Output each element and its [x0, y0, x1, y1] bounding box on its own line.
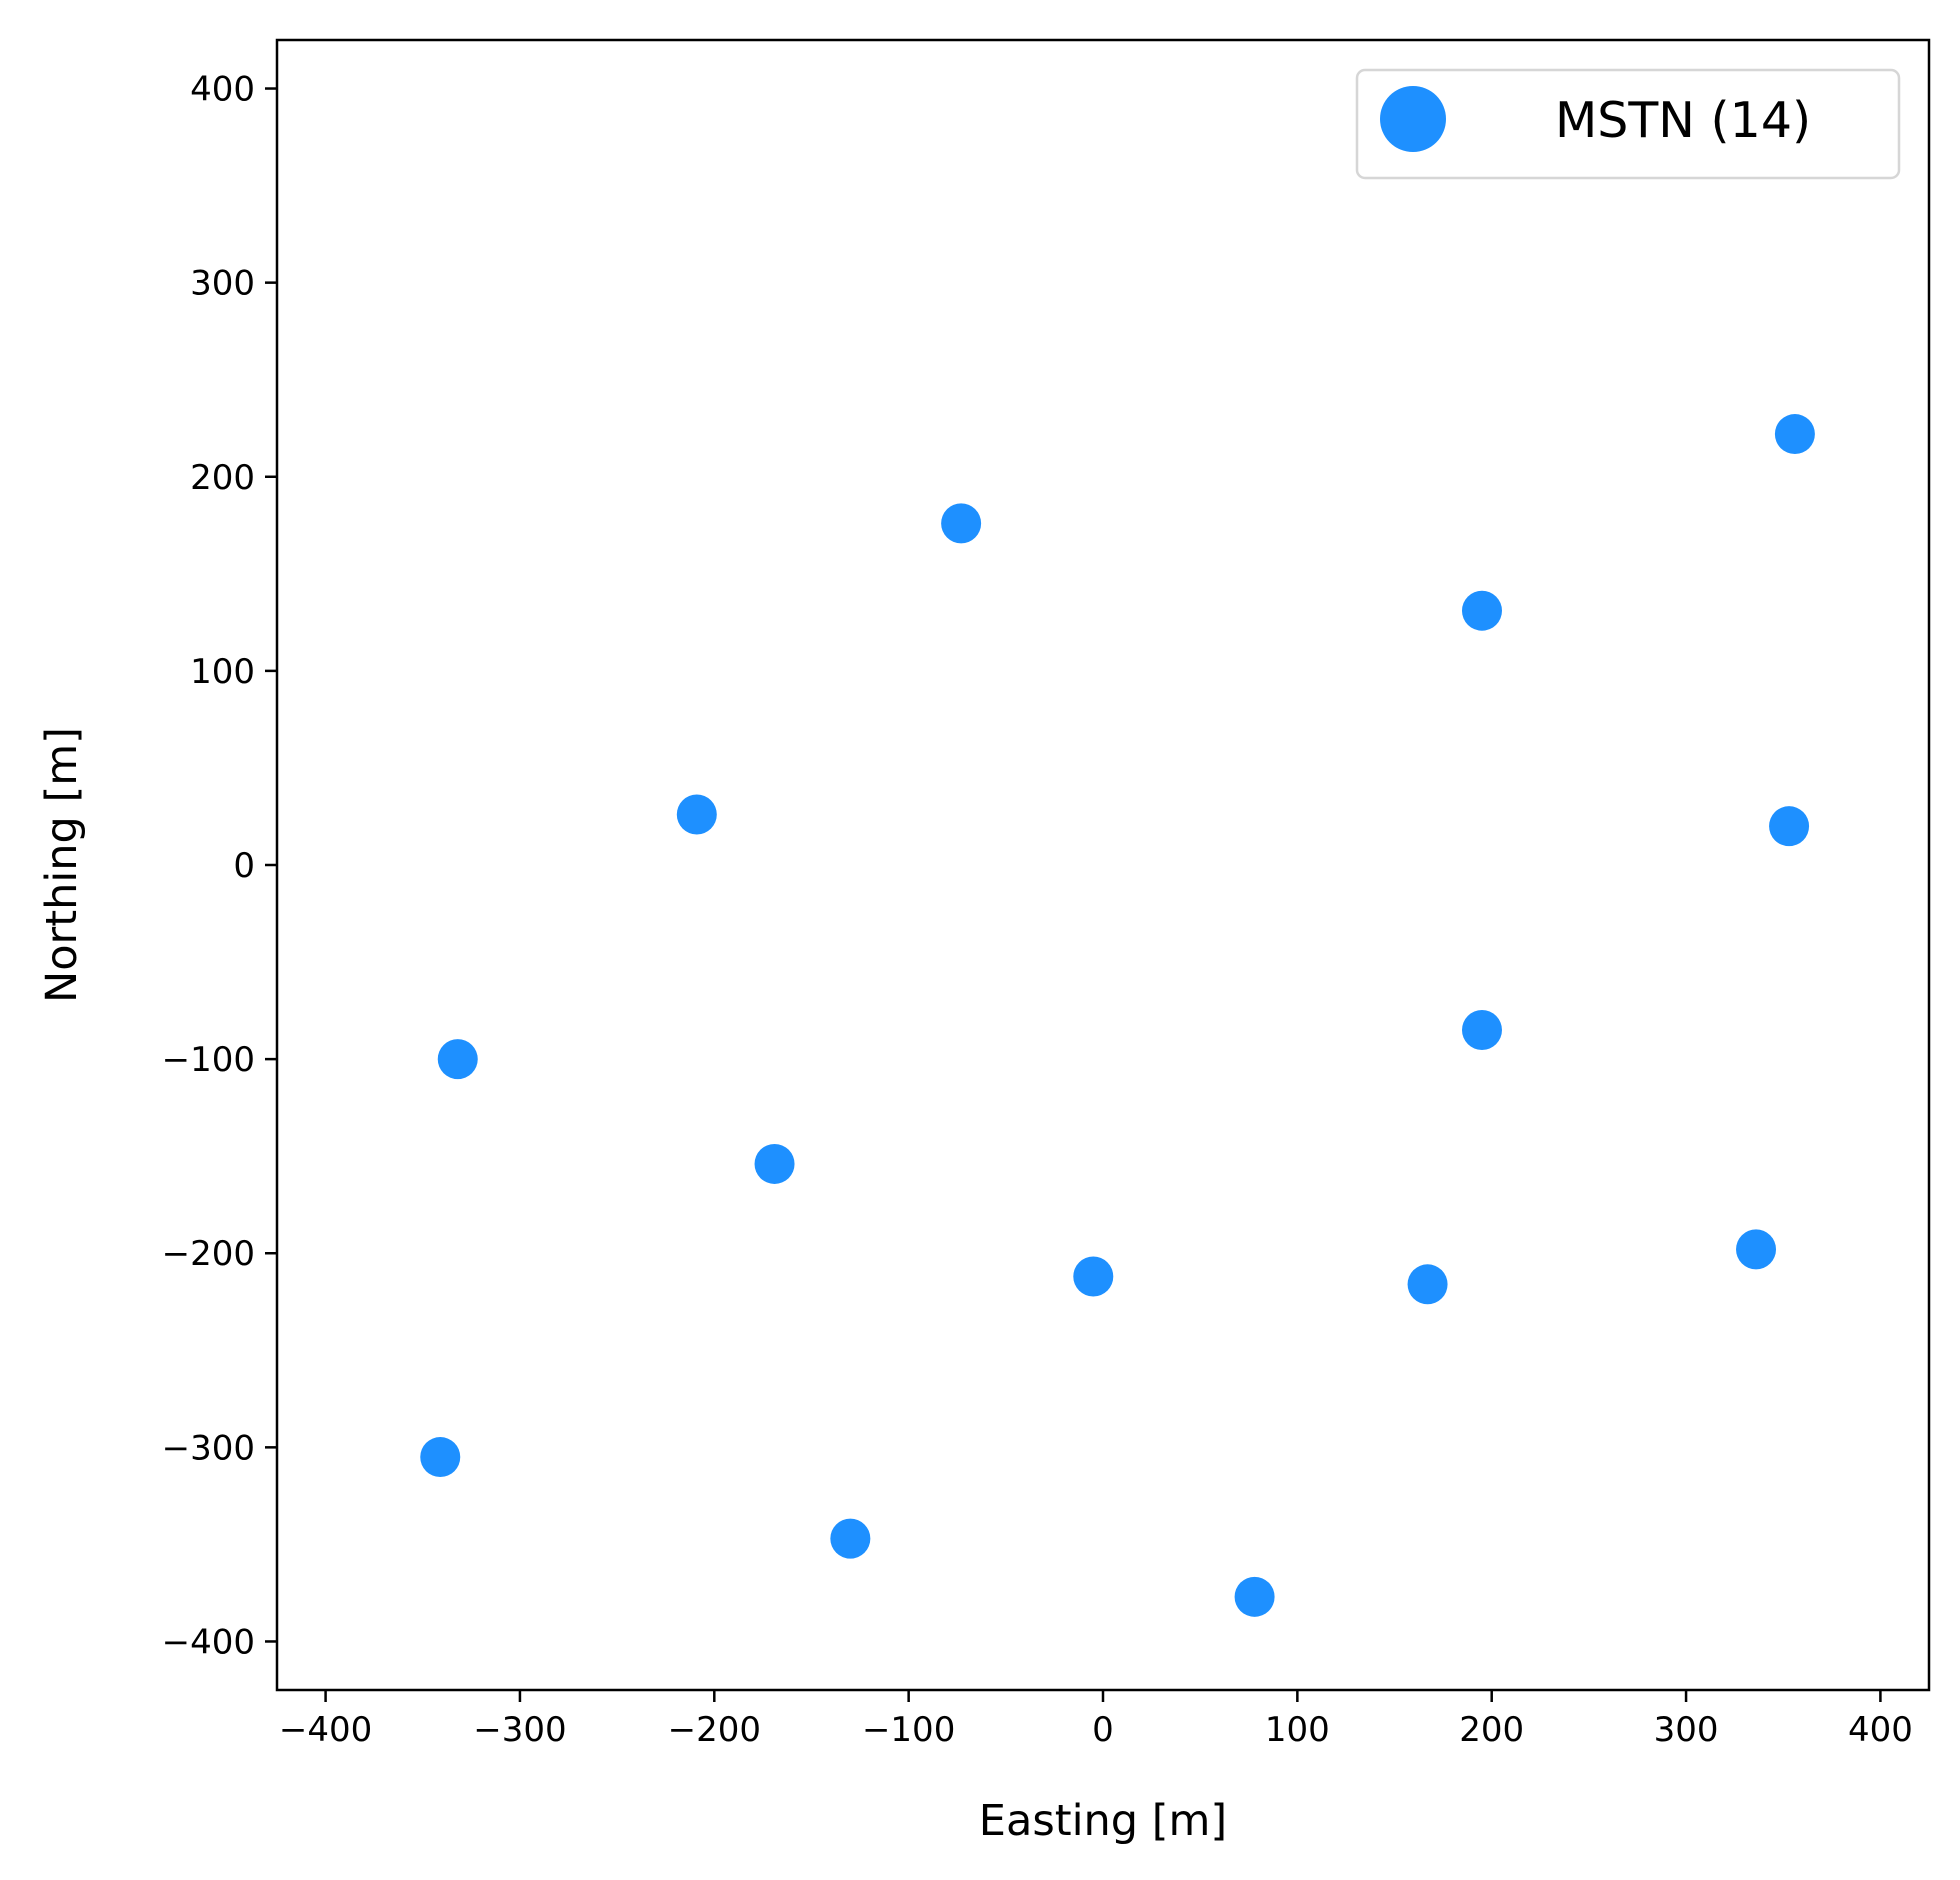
x-tick-label: 400 [1848, 1710, 1913, 1750]
data-point [420, 1437, 461, 1478]
data-point [830, 1518, 871, 1559]
x-tick-label: 100 [1265, 1710, 1330, 1750]
x-tick-label: −300 [473, 1710, 566, 1750]
x-tick-label: −400 [279, 1710, 372, 1750]
legend-entry-label: MSTN (14) [1555, 92, 1811, 149]
legend-box [1355, 68, 1901, 180]
y-tick-label: 200 [190, 458, 255, 498]
y-tick-label: 400 [190, 70, 255, 110]
y-tick-label: −100 [162, 1040, 255, 1080]
data-point [1234, 1576, 1275, 1617]
points-layer [420, 414, 1815, 1617]
data-point [941, 503, 982, 544]
y-tick-label: −300 [162, 1428, 255, 1468]
x-tick-label: 0 [1092, 1710, 1114, 1750]
y-tick-label: 100 [190, 652, 255, 692]
data-point [676, 794, 717, 835]
x-tick-label: −100 [862, 1710, 955, 1750]
data-point [437, 1039, 478, 1080]
data-point [1461, 590, 1502, 631]
data-point [1407, 1264, 1448, 1305]
data-point [1774, 414, 1815, 455]
legend-marker [1380, 86, 1446, 152]
x-axis: −400 −300 −200 −100 0 100 200 300 400 [279, 1690, 1913, 1750]
data-point [1461, 1010, 1502, 1050]
data-point [1073, 1256, 1114, 1297]
data-point [754, 1143, 795, 1184]
x-tick-label: 300 [1654, 1710, 1719, 1750]
y-tick-label: 300 [190, 264, 255, 304]
y-tick-label: −200 [162, 1234, 255, 1274]
x-tick-label: −200 [668, 1710, 761, 1750]
y-tick-label: 0 [233, 846, 255, 886]
legend: MSTN (14) [1355, 68, 1901, 180]
x-axis-label: Easting [m] [979, 1796, 1227, 1846]
y-axis: −400 −300 −200 −100 0 100 200 300 400 [162, 70, 277, 1662]
y-axis-label: Northing [m] [37, 727, 87, 1003]
x-tick-label: 200 [1459, 1710, 1524, 1750]
y-tick-label: −400 [162, 1622, 255, 1662]
data-point [1736, 1229, 1777, 1270]
data-point [1769, 806, 1810, 847]
